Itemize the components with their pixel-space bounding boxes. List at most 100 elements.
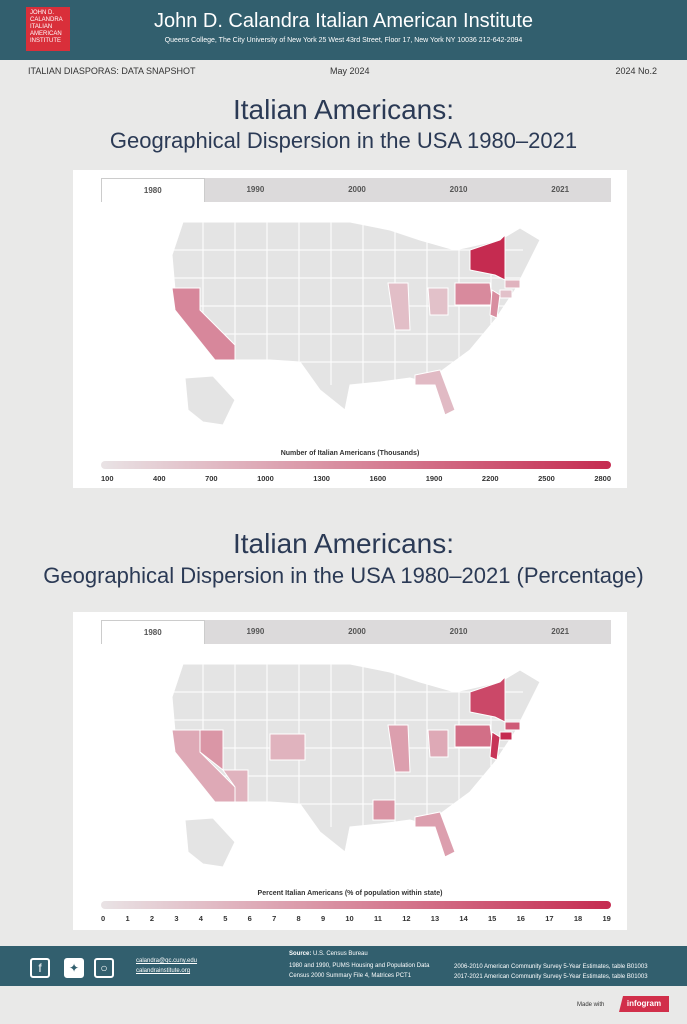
logo-line: INSTITUTE (30, 38, 61, 44)
header: JOHN D. CALANDRA ITALIAN AMERICAN INSTIT… (0, 0, 687, 60)
tab-2010[interactable]: 2010 (449, 185, 468, 194)
state-AK[interactable] (184, 375, 236, 426)
tab-2021[interactable]: 2021 (551, 185, 570, 194)
year-tabs: 1980 1990 2000 2010 2021 (101, 178, 611, 202)
state-PA[interactable] (454, 724, 494, 748)
infogram-logo[interactable]: infogram (619, 996, 669, 1012)
legend-tick-label: 13 (430, 914, 440, 923)
source-line: Census 2000 Summary File 4, Matrices PCT… (289, 973, 412, 979)
section2-title: Italian Americans: (233, 528, 454, 559)
tab-2010[interactable]: 2010 (449, 627, 468, 636)
state-FL[interactable] (414, 369, 456, 416)
series-name: ITALIAN DIASPORAS: DATA SNAPSHOT (28, 66, 196, 76)
institute-title: John D. Calandra Italian American Instit… (153, 10, 534, 32)
logo-line: JOHN D. (30, 10, 54, 16)
logo-line: ITALIAN (30, 24, 53, 30)
section1-title: Italian Americans: (233, 94, 454, 125)
footer: f ✦ ○ calandra@qc.cuny.edu calandrainsti… (0, 946, 687, 986)
tab-1980[interactable]: 1980 (101, 178, 205, 202)
legend-title: Percent Italian Americans (% of populati… (257, 890, 443, 897)
us-choropleth-map[interactable] (73, 652, 627, 882)
state-OH[interactable] (427, 729, 449, 758)
source-line: 2006-2010 American Community Survey 5-Ye… (454, 964, 648, 970)
legend-tick-label: 0 (101, 914, 106, 923)
facebook-icon[interactable]: f (30, 958, 50, 978)
state-LA[interactable] (372, 799, 396, 821)
legend-tick-label: 100 (101, 474, 114, 483)
state-CT[interactable] (499, 731, 513, 741)
state-IL[interactable] (387, 282, 411, 331)
source-line: 2017-2021 American Community Survey 5-Ye… (454, 974, 648, 980)
state-MA[interactable] (504, 721, 521, 731)
email-link[interactable]: calandra@qc.cuny.edu (136, 958, 198, 964)
legend-tick-label: 16 (516, 914, 525, 923)
legend-tick-label: 10 (345, 914, 354, 923)
state-FL[interactable] (414, 811, 456, 858)
legend-tick-label: 700 (205, 474, 218, 483)
state-NJ[interactable] (489, 289, 501, 319)
legend-tick-label: 18 (573, 914, 583, 923)
year-tabs: 1980 1990 2000 2010 2021 (101, 620, 611, 644)
legend-tick-label: 3 (174, 914, 179, 923)
logo-line: AMERICAN (30, 31, 62, 37)
state-OH[interactable] (427, 287, 449, 316)
legend-gradient (101, 901, 611, 909)
tab-2021[interactable]: 2021 (551, 627, 570, 636)
legend-tick-label: 1000 (257, 474, 274, 483)
twitter-icon[interactable]: ✦ (64, 958, 84, 978)
legend-tick-label: 1300 (313, 474, 330, 483)
instagram-icon[interactable]: ○ (94, 958, 114, 978)
made-with-label: Made with (577, 1002, 605, 1008)
legend-tick-label: 2200 (481, 474, 499, 483)
legend-tick-label: 5 (223, 914, 228, 923)
legend-title: Number of Italian Americans (Thousands) (280, 450, 420, 457)
legend-tick-label: 4 (198, 914, 203, 923)
legend-ticks: 100 400 700 1000 1300 1600 1900 2200 2500 2800 (101, 474, 611, 483)
legend-tick-label: 11 (373, 914, 382, 923)
legend-tick-label: 14 (459, 914, 468, 923)
section1-subtitle: Geographical Dispersion in the USA 1980–… (109, 128, 578, 153)
legend-tick-label: 12 (402, 914, 411, 923)
issue-date: May 2024 (330, 66, 370, 76)
map-card-percent: 1980 1990 2000 2010 2021 Percent Italian… (73, 612, 627, 930)
legend-tick-label: 17 (545, 914, 554, 923)
website-link[interactable]: calandrainstitute.org (136, 968, 191, 974)
legend-tick-label: 7 (272, 914, 277, 923)
state-PA[interactable] (454, 282, 494, 306)
institute-logo: JOHN D. CALANDRA ITALIAN AMERICAN INSTIT… (26, 7, 70, 51)
legend-tick-label: 2500 (538, 474, 555, 483)
legend-gradient (101, 461, 611, 469)
tab-1990[interactable]: 1990 (246, 185, 265, 194)
legend-tick-label: 1600 (369, 474, 387, 483)
tab-1990[interactable]: 1990 (246, 627, 265, 636)
state-AK[interactable] (184, 817, 236, 868)
institute-address: Queens College, The City University of N… (164, 37, 523, 44)
legend-tick-label: 400 (153, 474, 166, 483)
legend-tick-label: 1900 (425, 474, 443, 483)
source-name: U.S. Census Bureau (313, 951, 368, 957)
state-CA[interactable] (171, 287, 236, 361)
logo-line: CALANDRA (30, 17, 63, 23)
legend-tick-label: 2800 (594, 474, 611, 483)
legend-tick-label: 19 (602, 914, 611, 923)
source-label: Source: (289, 951, 312, 957)
legend-tick-label: 6 (247, 914, 252, 923)
legend-tick-label: 1 (125, 914, 130, 923)
legend-tick-label: 9 (320, 914, 326, 923)
tab-1980[interactable]: 1980 (101, 620, 205, 644)
map-card-count: 1980 1990 2000 2010 2021 Number of Itali… (73, 170, 627, 488)
state-MA[interactable] (504, 279, 521, 289)
state-CT[interactable] (499, 289, 513, 299)
us-choropleth-map[interactable] (73, 210, 627, 440)
legend-tick-label: 15 (488, 914, 497, 923)
state-IL[interactable] (387, 724, 411, 773)
issue-number: 2024 No.2 (615, 66, 657, 76)
source-line: 1980 and 1990, PUMS Housing and Populati… (289, 963, 430, 969)
legend-tick-label: 2 (149, 914, 155, 923)
state-CO[interactable] (269, 733, 306, 761)
state-AZ[interactable] (222, 769, 249, 803)
tab-2000[interactable]: 2000 (348, 185, 366, 194)
state-NJ[interactable] (489, 731, 501, 761)
section2-subtitle: Geographical Dispersion in the USA 1980–… (43, 563, 644, 588)
tab-2000[interactable]: 2000 (348, 627, 366, 636)
